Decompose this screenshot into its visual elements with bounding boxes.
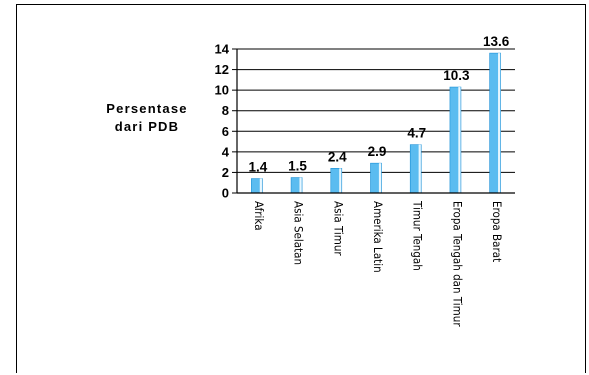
y-tick-label: 8: [222, 103, 229, 118]
category-label: Timur Tengah: [411, 200, 425, 271]
data-label: 2.4: [328, 149, 347, 164]
data-label: 1.4: [248, 160, 267, 175]
bar-highlight: [458, 87, 461, 193]
data-label: 10.3: [443, 68, 470, 83]
y-tick-label: 0: [222, 186, 229, 201]
y-tick-label: 12: [215, 62, 229, 77]
bar-highlight: [418, 144, 421, 193]
category-label: Asia Selatan: [292, 201, 306, 265]
data-label: 13.6: [483, 34, 510, 49]
category-label: Asia Timur: [331, 201, 345, 256]
y-tick-label: 10: [215, 83, 229, 98]
category-label: Amerika Latin: [371, 201, 385, 273]
y-tick-label: 2: [222, 165, 229, 180]
bar-highlight: [339, 168, 342, 193]
data-label: 4.7: [407, 126, 426, 141]
bar-highlight: [299, 177, 302, 193]
bar-highlight: [378, 163, 382, 193]
category-label: Eropa Tengah dan Timur: [450, 201, 464, 327]
bar-highlight: [498, 53, 501, 193]
category-label: Eropa Barat: [490, 201, 504, 262]
y-tick-label: 6: [222, 124, 229, 139]
category-label: Afrika: [252, 201, 266, 231]
y-axis-label: Persentase dari PDB: [84, 100, 210, 136]
data-label: 1.5: [288, 159, 307, 174]
chart-frame: [16, 4, 586, 373]
y-axis-label-line-1: Persentase: [106, 101, 188, 116]
data-label: 2.9: [368, 144, 387, 159]
bar-highlight: [259, 178, 262, 193]
y-axis-label-line-2: dari PDB: [114, 119, 180, 134]
y-tick-label: 4: [222, 144, 230, 159]
y-tick-label: 14: [215, 42, 230, 57]
